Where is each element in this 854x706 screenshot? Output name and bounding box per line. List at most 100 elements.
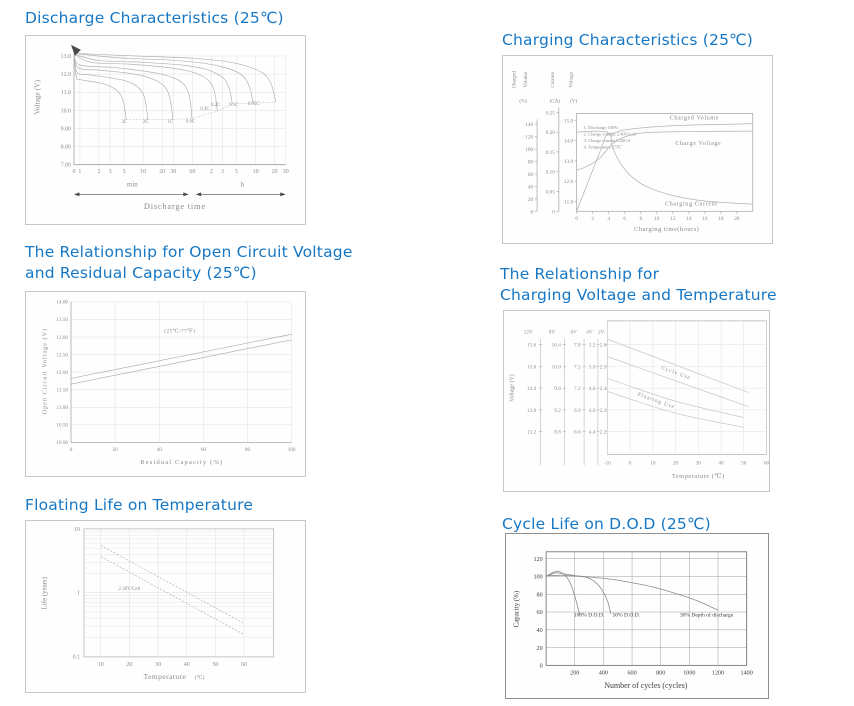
chart-card-discharge: 0 1 2 3 5 10 20 30 60 2 3 5 10 20 30 13.0 12.0 11.0 10.0 9.… xyxy=(25,35,306,225)
svg-text:12.0: 12.0 xyxy=(564,179,574,185)
svg-text:50: 50 xyxy=(212,662,218,668)
chart-card-charge-temp: -10 0 10 20 30 40 50 60 12V 8V 6V 4V 2V 15.6 10.4 7.8 5.… xyxy=(503,310,770,492)
svg-text:60: 60 xyxy=(528,172,534,178)
svg-text:0.20: 0.20 xyxy=(546,130,556,136)
svg-text:5: 5 xyxy=(235,169,238,175)
svg-text:60: 60 xyxy=(241,662,247,668)
svg-text:Charge Voltage: Charge Voltage xyxy=(675,141,721,147)
svg-text:8.8: 8.8 xyxy=(554,430,561,436)
svg-text:14.0: 14.0 xyxy=(564,139,574,145)
svg-text:0.05: 0.05 xyxy=(546,190,556,196)
svg-text:10: 10 xyxy=(253,169,259,175)
svg-text:Charging Current: Charging Current xyxy=(665,201,718,207)
svg-text:Discharge time: Discharge time xyxy=(144,202,206,211)
svg-text:0.1: 0.1 xyxy=(73,654,80,660)
svg-text:(CA): (CA) xyxy=(550,98,561,105)
svg-text:Temperature (℃): Temperature (℃) xyxy=(672,473,725,480)
svg-text:1200: 1200 xyxy=(712,670,724,676)
svg-text:Charging time(hours): Charging time(hours) xyxy=(634,226,699,233)
svg-text:60: 60 xyxy=(189,169,195,175)
svg-text:40: 40 xyxy=(157,447,163,453)
svg-text:60: 60 xyxy=(537,610,543,616)
svg-text:30: 30 xyxy=(283,169,289,175)
svg-text:10: 10 xyxy=(650,460,656,466)
svg-text:0.25: 0.25 xyxy=(546,110,556,116)
svg-text:0: 0 xyxy=(540,664,543,670)
svg-text:-10: -10 xyxy=(604,460,611,466)
svg-text:9.6: 9.6 xyxy=(554,386,561,392)
svg-text:50: 50 xyxy=(741,460,747,466)
svg-text:8: 8 xyxy=(639,216,642,222)
svg-text:7.00: 7.00 xyxy=(61,163,71,169)
svg-text:20: 20 xyxy=(126,662,132,668)
svg-text:5.2: 5.2 xyxy=(589,343,596,349)
svg-text:120: 120 xyxy=(533,557,542,563)
svg-text:3: 3 xyxy=(109,169,112,175)
svg-text:16: 16 xyxy=(702,216,708,222)
svg-text:60: 60 xyxy=(201,447,207,453)
svg-text:30% Depth of discharge: 30% Depth of discharge xyxy=(680,611,734,618)
svg-text:10.00: 10.00 xyxy=(56,440,68,446)
svg-text:1. Discharge 100%: 1. Discharge 100% xyxy=(584,125,619,130)
svg-text:15.0: 15.0 xyxy=(527,364,537,370)
svg-text:6.9: 6.9 xyxy=(574,408,581,414)
svg-text:12.50: 12.50 xyxy=(56,352,68,358)
svg-text:140: 140 xyxy=(525,122,533,128)
svg-text:200: 200 xyxy=(570,670,579,676)
svg-text:Charged Volume: Charged Volume xyxy=(670,115,719,121)
ocv-chart-canvas: 14.00 13.50 13.00 12.50 12.00 11.50 11.00 10.50… xyxy=(41,300,296,466)
chart-title-cycle-life: Cycle Life on D.O.D (25℃) xyxy=(502,515,711,533)
svg-text:Cycle Use: Cycle Use xyxy=(660,365,691,381)
svg-text:Temperature: Temperature xyxy=(144,672,187,681)
svg-text:1: 1 xyxy=(77,591,80,597)
svg-text:40: 40 xyxy=(528,184,534,190)
svg-text:400: 400 xyxy=(599,670,608,676)
svg-text:2.4: 2.4 xyxy=(600,386,607,392)
svg-text:600: 600 xyxy=(627,670,636,676)
svg-text:12: 12 xyxy=(670,216,676,222)
svg-text:0: 0 xyxy=(575,216,578,222)
svg-text:8V: 8V xyxy=(549,330,556,336)
svg-text:9.00: 9.00 xyxy=(61,126,71,132)
chart-title-charge-temp: The Relationship for Charging Voltage an… xyxy=(500,265,777,304)
chart-card-charging: 0 20 40 60 80 100 120 140 0 0.05 0.10 0.15 0.20 0.25 1… xyxy=(502,55,773,244)
chart-card-ocv: 14.00 13.50 13.00 12.50 12.00 11.50 11.00 10.50… xyxy=(25,291,306,477)
svg-text:7.8: 7.8 xyxy=(574,343,581,349)
svg-text:12V: 12V xyxy=(524,330,533,336)
svg-text:Voltage (V): Voltage (V) xyxy=(32,80,41,115)
svg-text:40: 40 xyxy=(184,662,190,668)
svg-text:6: 6 xyxy=(623,216,626,222)
chart-title-float-life: Floating Life on Temperature xyxy=(25,496,254,514)
svg-text:0.1C: 0.1C xyxy=(229,103,238,108)
svg-text:14: 14 xyxy=(686,216,692,222)
svg-text:Voltage (V): Voltage (V) xyxy=(508,374,515,402)
svg-text:Current: Current xyxy=(550,71,556,87)
svg-text:10.0: 10.0 xyxy=(61,108,71,114)
svg-text:10: 10 xyxy=(140,169,146,175)
svg-text:0.05C: 0.05C xyxy=(248,102,259,107)
svg-text:800: 800 xyxy=(656,670,665,676)
svg-text:0.3C: 0.3C xyxy=(200,107,209,112)
svg-text:4.6: 4.6 xyxy=(589,408,596,414)
svg-text:Residual Capacity (%): Residual Capacity (%) xyxy=(140,459,223,466)
svg-text:11.0: 11.0 xyxy=(564,199,573,205)
chart-card-float-life: 10 1 0.1 10 20 30 40 50 60 Life (years) Temperatur… xyxy=(25,520,306,693)
svg-text:30: 30 xyxy=(155,662,161,668)
svg-text:6V: 6V xyxy=(570,330,577,336)
svg-text:4V: 4V xyxy=(586,330,593,336)
svg-text:100: 100 xyxy=(525,147,533,153)
svg-text:1C: 1C xyxy=(168,120,174,125)
svg-text:14.00: 14.00 xyxy=(56,300,68,306)
svg-text:18: 18 xyxy=(718,216,724,222)
svg-text:3: 3 xyxy=(221,169,224,175)
svg-text:13.00: 13.00 xyxy=(56,335,68,341)
svg-text:120: 120 xyxy=(525,135,533,141)
svg-text:10.4: 10.4 xyxy=(552,343,562,349)
chart-title-ocv: The Relationship for Open Circuit Voltag… xyxy=(25,243,353,282)
svg-text:2.3: 2.3 xyxy=(600,408,607,414)
svg-text:20: 20 xyxy=(113,447,119,453)
svg-text:20: 20 xyxy=(159,169,165,175)
svg-text:100: 100 xyxy=(533,575,542,581)
svg-text:Voltage: Voltage xyxy=(569,71,575,87)
svg-text:20: 20 xyxy=(537,646,543,652)
